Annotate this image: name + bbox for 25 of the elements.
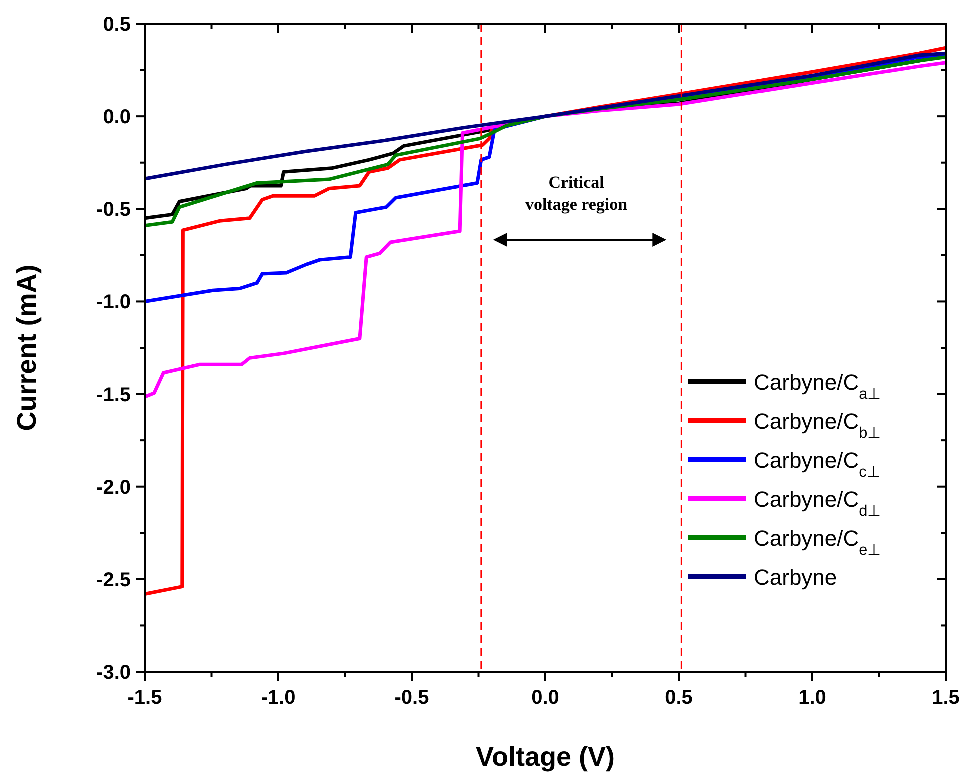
legend-label: Carbyne/C$_{d⊥}$ [754,487,881,520]
line-series [143,61,948,399]
x-axis-title: Voltage (V) [476,742,616,772]
y-tick-label: -2.5 [96,569,131,592]
y-axis-title: Current (mA) [12,264,42,432]
y-tick-label: -1.0 [96,292,131,314]
legend-label: Carbyne/C$_{c⊥}$ [754,448,880,480]
x-tick-label: 1.5 [932,687,960,709]
y-tick-label: -0.5 [96,199,131,222]
x-tick-label: 0.0 [532,687,560,709]
legend-label: Carbyne/C$_{b⊥}$ [754,409,881,442]
x-tick-label: -0.5 [394,687,430,709]
y-tick-label: 0.5 [103,14,131,36]
x-tick-label: -1.5 [128,687,162,709]
y-tick-label: -3.0 [96,662,131,684]
legend-label: Carbyne [754,565,838,590]
legend-label: Carbyne/C$_{a⊥}$ [754,370,881,402]
x-tick-label: 0.5 [665,687,693,709]
y-tick-label: -2.0 [96,476,131,499]
annotation: Critical voltage region [525,173,628,214]
legend-label: Carbyne/C$_{e⊥}$ [754,526,881,558]
x-tick-label: 1.0 [798,687,826,709]
y-tick-label: -1.5 [96,384,131,406]
x-tick-label: -1.0 [261,687,296,709]
y-tick-label: 0.0 [103,106,131,129]
